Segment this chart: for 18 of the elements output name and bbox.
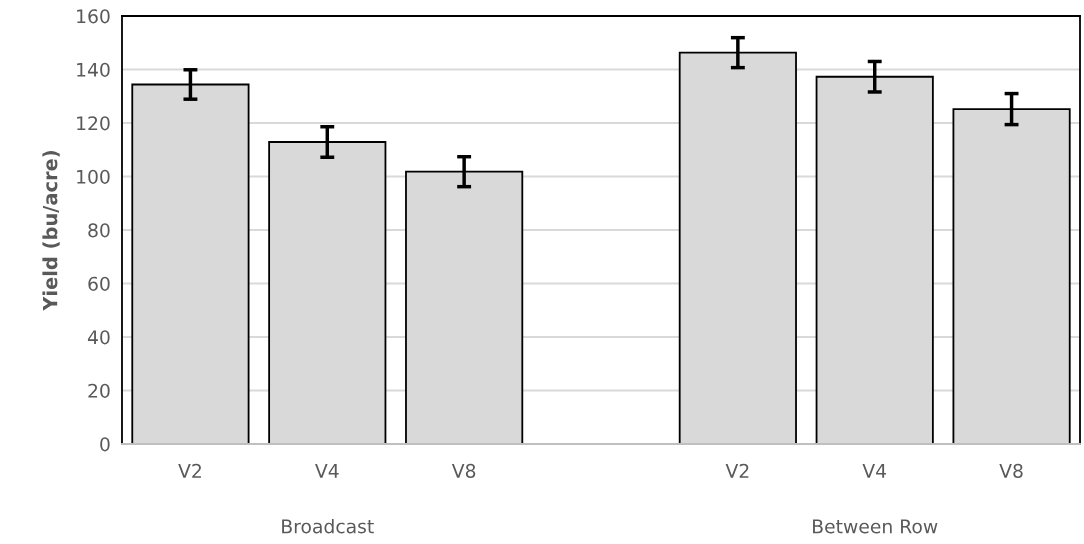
y-tick-label: 120 [77, 116, 110, 131]
y-tick-label: 60 [88, 276, 110, 291]
y-tick-label: 100 [77, 169, 110, 184]
x-tick-label: V8 [999, 463, 1023, 478]
text: Between Row [813, 519, 938, 534]
x-tick-label: V2 [725, 463, 749, 478]
y-tick-label: 40 [87, 330, 110, 345]
y-axis-title: Yield (bu/acre) [42, 151, 60, 311]
x-tick-label: V8 [451, 463, 476, 478]
x-tick-label: V2 [178, 463, 201, 478]
y-tick-label: 160 [77, 9, 110, 24]
x-tick-label: V4 [862, 464, 887, 478]
y-tick-label: 140 [77, 62, 110, 77]
y-tick-label: 0 [100, 437, 110, 452]
x-tick-label: V4 [315, 464, 339, 478]
text: Broadcast [282, 518, 374, 534]
y-tick-label: 80 [88, 223, 110, 238]
y-tick-label: 20 [88, 383, 110, 398]
